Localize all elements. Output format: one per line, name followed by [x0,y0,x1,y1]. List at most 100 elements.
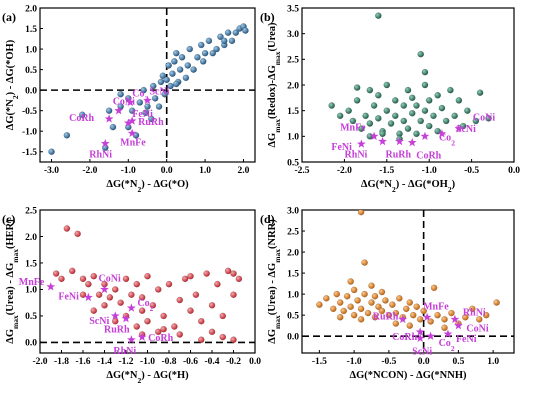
panel-label: (d) [260,212,275,226]
data-point [149,82,157,90]
data-point [350,286,358,294]
data-point [203,270,210,277]
data-point [343,292,351,300]
data-point [361,290,368,298]
data-point [79,291,87,299]
data-point [451,112,458,120]
data-point [157,78,165,86]
data-point [430,284,438,292]
y-tick-label: 1.0 [25,45,37,55]
star-label: Co2 [132,88,148,103]
data-point [230,270,237,277]
data-point [347,278,354,285]
x-tick-label: -1.0 [347,357,362,367]
star-label: CoNi [466,324,488,335]
star-label: MnFe [340,122,366,133]
data-point [105,107,113,114]
data-point [475,316,483,323]
data-point [208,328,216,336]
y-tick-label: 0.0 [25,339,37,349]
x-tick-label: -1.6 [75,357,90,367]
plot-frame [301,209,515,354]
data-point [336,112,344,120]
y-axis-label: ΔGmax(Urea) - ΔGmax(HER) [5,219,20,344]
data-point [213,45,220,53]
data-point [79,275,87,283]
data-point [172,80,180,88]
panel-label: (b) [260,10,275,24]
y-tick-label: 0.5 [287,311,299,321]
data-point [169,70,176,78]
data-point [329,305,337,313]
data-point [217,33,224,41]
data-point [48,148,55,156]
data-point [353,84,361,91]
highlight-star [137,332,147,341]
y-axis-label: ΔG(*N2) - ΔG(*OH) [5,39,20,130]
panel-a: -3.0 -2.0 -1.0 0.0 1.0 2.0 -1.5 -1.0 -0.5 0.0 0.5 1… [2,4,256,194]
data-point [144,103,151,110]
star-label: FeNi [58,291,79,302]
plot-frame [39,209,256,354]
star-label: FeNi [331,142,352,153]
y-tick-label: 2.0 [25,4,37,14]
data-point [441,324,448,332]
data-point [392,309,400,317]
x-tick-label: -0.5 [464,166,479,176]
star-label: MnFe [423,301,449,312]
data-point [417,117,425,125]
highlight-star [100,284,109,294]
data-point [357,316,365,323]
y-axis-label: ΔGmax(Urea) - ΔGmax(NRR) [267,219,282,344]
data-point [336,313,344,321]
y-tick-label: 2.0 [287,248,299,258]
highlight-star [46,282,56,291]
data-point [176,66,184,73]
star-label: CoRh [148,333,173,344]
data-point [224,29,232,36]
star-label: Co2 [439,338,455,353]
data-point [347,303,354,311]
highlight-star [125,97,135,107]
data-point [357,305,365,313]
data-point [406,322,414,329]
data-point [448,309,455,317]
data-point [375,12,382,20]
data-point [144,272,151,280]
data-point [476,89,484,96]
data-point [382,297,389,304]
data-point [442,117,450,125]
y-tick-label: 0.0 [287,332,299,342]
highlight-star [420,131,430,141]
data-point [462,313,469,321]
plot-frame [301,7,515,163]
star-label: Co2 [137,298,153,313]
data-point [160,312,167,320]
highlight-star [127,128,137,137]
panel-c: -2.0 -1.8 -1.6 -1.4 -1.2 -1.0 -0.8 -0.6 -0.4 -0.2… [2,206,261,384]
data-point [392,320,400,327]
y-tick-label: 0.0 [25,86,37,96]
data-point [74,230,81,238]
x-tick-label: -0.6 [183,357,198,367]
data-point [404,86,412,94]
data-point [197,336,205,344]
data-point [375,115,382,122]
data-point [425,122,433,130]
data-point [391,112,399,120]
data-point [368,299,375,306]
star-label: CoNi [99,273,121,284]
star-label: MnFe [19,277,45,288]
data-point [138,294,146,301]
data-point [375,91,382,99]
y-tick-label: 1.0 [25,286,37,296]
data-point [420,307,427,315]
x-tick-label: 2.0 [238,166,250,176]
panel-b: -2.5 -2.0 -1.5 -1.0 -0.5 0.0 0.5 1.0 1.5 2.0 2.5 3.… [260,4,520,193]
y-tick-label: 2.5 [287,227,299,237]
data-point [333,290,341,298]
highlight-star [104,114,114,123]
x-tick-label: -1.0 [140,357,155,367]
x-tick-label: 1.0 [199,166,211,176]
